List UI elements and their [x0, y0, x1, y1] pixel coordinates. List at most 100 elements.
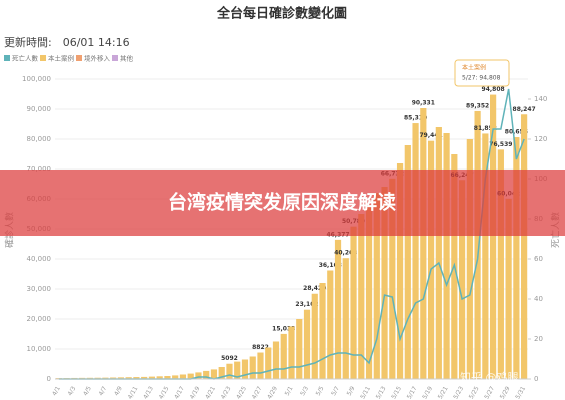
value-label: 85,310: [404, 115, 427, 122]
x-tick-label: 5/13: [375, 385, 388, 400]
bar: [466, 139, 473, 379]
x-tick-label: 5/17: [406, 385, 419, 400]
y-tick-label: 20,000: [27, 315, 52, 323]
bar: [412, 123, 419, 379]
x-tick-label: 5/11: [359, 385, 372, 400]
tooltip-box: [454, 59, 510, 87]
bar: [373, 193, 380, 379]
subtitle: 更新時間: 06/01 14:16: [4, 35, 130, 49]
x-tick-label: 5/15: [390, 385, 403, 400]
x-tick-label: 4/5: [82, 385, 93, 397]
bar: [319, 283, 326, 379]
bar: [141, 376, 148, 379]
y-tick-label: 0: [47, 375, 51, 383]
y-tick-label: 70,000: [27, 165, 52, 173]
x-tick-label: 4/3: [67, 385, 78, 397]
x-tick-label: 4/21: [204, 385, 217, 400]
legend-label: 死亡人數: [12, 54, 39, 63]
value-label: 36,168: [319, 262, 342, 269]
legend-label: 境外移入: [84, 54, 111, 63]
bar: [381, 187, 388, 379]
x-tick-label: 4/27: [251, 385, 264, 400]
bar: [396, 163, 404, 379]
value-label: 8822: [252, 344, 269, 351]
value-label: 23,102: [295, 301, 318, 308]
bar: [179, 374, 187, 379]
x-tick-label: 5/29: [499, 385, 512, 400]
x-tick-label: 4/19: [189, 385, 202, 400]
x-tick-label: 5/1: [284, 385, 295, 397]
y2-tick-label: 20: [534, 335, 543, 343]
bar: [296, 319, 303, 379]
bar: [303, 309, 311, 379]
x-tick-label: 4/23: [220, 385, 233, 400]
x-tick-label: 5/3: [299, 385, 310, 397]
bar: [226, 363, 233, 379]
bar: [203, 370, 210, 379]
x-tick-label: 4/7: [98, 385, 109, 397]
bar: [249, 356, 256, 379]
y-tick-label: 30,000: [27, 285, 52, 293]
overlay-title: 台湾疫情突发原因深度解读: [168, 191, 396, 214]
bar: [288, 326, 295, 379]
bar: [490, 94, 497, 380]
bar: [342, 258, 349, 379]
x-tick-label: 5/7: [330, 385, 341, 397]
x-tick-label: 5/5: [315, 385, 326, 397]
legend-label: 其他: [120, 54, 134, 63]
y-tick-label: 40,000: [27, 255, 52, 263]
x-tick-label: 4/17: [173, 385, 186, 400]
bar: [156, 376, 163, 379]
value-label: 89,352: [466, 102, 489, 109]
bar: [218, 367, 225, 379]
bar: [505, 198, 512, 379]
bar: [521, 114, 528, 379]
bar: [435, 127, 442, 379]
y2-tick-label: 120: [534, 135, 547, 143]
y2-tick-label: 0: [534, 375, 538, 383]
y2-tick-label: 60: [534, 255, 543, 263]
bar: [280, 333, 287, 379]
legend-label: 本土案例: [48, 54, 74, 63]
bar: [133, 377, 140, 379]
value-label: 79,441: [419, 132, 442, 139]
legend-swatch: [112, 55, 118, 61]
bar: [195, 372, 202, 379]
x-tick-label: 4/9: [113, 385, 124, 397]
x-tick-label: 5/19: [421, 385, 434, 400]
x-tick-label: 4/11: [127, 385, 140, 400]
value-label: 94,808: [482, 86, 505, 93]
overlay-banner: [0, 170, 565, 236]
value-label: 5092: [221, 355, 238, 362]
bar: [482, 133, 489, 379]
y-tick-label: 100,000: [22, 75, 51, 83]
bar: [311, 293, 318, 379]
x-tick-label: 4/29: [266, 385, 279, 400]
bar: [210, 369, 218, 379]
x-tick-label: 5/31: [514, 385, 527, 400]
bar: [404, 145, 411, 379]
x-tick-label: 4/15: [158, 385, 171, 400]
bar: [164, 376, 171, 379]
tooltip-name: 本土案例: [462, 64, 486, 72]
y-tick-label: 10,000: [27, 345, 52, 353]
bar: [420, 108, 427, 379]
tooltip-text: 5/27: 94,808: [462, 75, 501, 82]
bar: [458, 180, 466, 379]
y2-tick-label: 40: [534, 295, 543, 303]
value-label: 15,033: [272, 325, 295, 332]
legend-swatch: [40, 55, 46, 61]
x-tick-label: 5/27: [483, 385, 496, 400]
x-tick-label: 5/21: [437, 385, 450, 400]
bar: [427, 140, 435, 379]
bar: [187, 373, 194, 379]
x-tick-label: 4/13: [142, 385, 155, 400]
bar: [365, 205, 373, 379]
legend-swatch: [76, 55, 82, 61]
watermark: 知乎 @鸡腿: [460, 370, 519, 384]
value-label: 28,420: [303, 285, 326, 292]
bar: [172, 375, 179, 379]
value-label: 81,852: [474, 125, 497, 132]
bar: [148, 376, 156, 379]
